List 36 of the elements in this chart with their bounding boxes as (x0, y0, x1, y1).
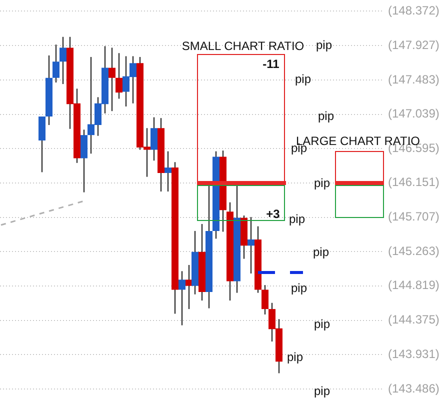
y-tick-label: (145.707) (388, 210, 440, 224)
annotation: +3 (266, 207, 280, 221)
annotation: pip (314, 176, 330, 190)
y-tick-label: (145.263) (388, 244, 440, 258)
y-tick-label: (147.039) (388, 106, 440, 121)
annotation: pip (288, 212, 306, 226)
candlestick (248, 216, 254, 274)
annotation: -11 (262, 57, 280, 71)
y-tick-label: (144.819) (388, 278, 440, 292)
candlestick (116, 52, 122, 100)
y-tick-label: (143.931) (388, 346, 440, 361)
annotation: pip (316, 38, 332, 52)
y-tick-label: (147.483) (388, 72, 440, 86)
candlestick (108, 47, 116, 112)
candlestick (150, 116, 158, 162)
candlestick (38, 116, 46, 173)
y-tick-label: (143.486) (388, 381, 440, 396)
annotation: pip (312, 245, 330, 259)
annotation: pip (314, 384, 330, 398)
candlestick (52, 44, 60, 84)
candlestick (178, 270, 186, 326)
candlestick (164, 150, 172, 192)
candlestick (80, 129, 88, 193)
candlestick (186, 264, 192, 310)
annotation: SMALL CHART RATIO (182, 39, 304, 53)
candlestick (262, 284, 268, 316)
annotation: pip (318, 109, 334, 123)
annotation: pip (314, 317, 330, 331)
candlestick (60, 36, 66, 85)
y-tick-label: (144.375) (388, 312, 440, 327)
annotation: pip (286, 350, 304, 364)
y-tick-label: (146.151) (388, 175, 440, 190)
annotation: pip (290, 281, 308, 295)
y-tick-label: (147.927) (388, 38, 440, 52)
y-tick-label: (148.372) (388, 4, 440, 18)
annotation: pip (294, 72, 312, 86)
